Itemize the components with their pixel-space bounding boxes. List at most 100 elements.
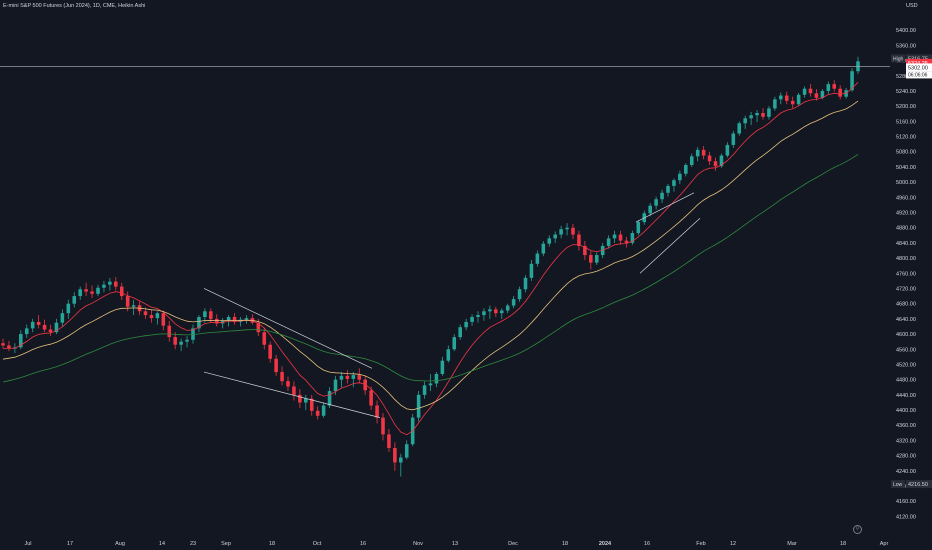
candle-body (767, 108, 771, 117)
y-tick-label: 5040.00 (896, 165, 916, 171)
x-tick-label: 16 (644, 541, 650, 547)
y-tick-label: 5240.00 (896, 89, 916, 95)
candle-body (749, 115, 753, 119)
low-marker-value: 4216.50 (908, 482, 928, 488)
high-marker-label: High (893, 56, 904, 62)
y-tick-label: 5160.00 (896, 119, 916, 125)
candle-body (672, 180, 676, 186)
candle-body (179, 341, 183, 345)
candle-body (304, 398, 308, 403)
candle-body (381, 417, 385, 435)
y-tick-label: 5200.00 (896, 104, 916, 110)
candle-body (523, 277, 528, 290)
x-tick-label: Feb (696, 541, 705, 547)
candle-body (654, 199, 658, 206)
candle-body (173, 337, 177, 345)
candle-body (737, 123, 742, 134)
candle-body (571, 227, 575, 235)
candle-body (232, 316, 237, 322)
trend-channel-line (203, 288, 373, 369)
candle-body (505, 305, 510, 311)
trend-channel-line (639, 217, 701, 274)
candle-body (416, 394, 421, 418)
candle-body (796, 94, 801, 105)
y-tick-label: 4560.00 (896, 347, 916, 353)
candle-body (363, 379, 367, 391)
y-tick-label: 4720.00 (896, 286, 916, 292)
y-tick-label: 4400.00 (896, 408, 916, 414)
x-tick-label: 18 (269, 541, 275, 547)
ma-fast-line (3, 82, 859, 436)
candle-body (529, 263, 534, 278)
y-tick-label: 4360.00 (896, 423, 916, 429)
candle-body (131, 305, 136, 307)
candle-body (256, 322, 261, 333)
candle-body (624, 240, 629, 243)
y-tick-label: 4520.00 (896, 362, 916, 368)
low-marker-bg (906, 480, 932, 489)
candle-body (713, 161, 718, 167)
candle-body (333, 379, 338, 392)
candle-body (773, 99, 777, 109)
candle-body (369, 390, 373, 406)
x-tick-label: 16 (360, 541, 366, 547)
candle-body (689, 156, 694, 166)
candle-body (695, 149, 700, 157)
candle-body (725, 144, 730, 156)
candle-body (755, 113, 759, 116)
candle-body (660, 192, 664, 200)
y-tick-label: 4440.00 (896, 393, 916, 399)
candle-body (393, 448, 397, 463)
candle-body (404, 444, 409, 458)
candle-body (387, 434, 391, 449)
x-tick-label: 23 (190, 541, 196, 547)
candle-body (422, 385, 427, 395)
x-tick-label: Oct (313, 541, 322, 547)
candle-body (701, 149, 706, 156)
candle-body (60, 313, 65, 323)
candle-body (719, 155, 724, 167)
x-tick-label: 14 (159, 541, 165, 547)
candle-body (553, 234, 557, 239)
x-tick-label: Nov (413, 541, 423, 547)
candle-body (149, 315, 154, 319)
candle-body (203, 311, 207, 317)
x-tick-label: Apr (880, 541, 889, 547)
candle-body (618, 234, 623, 241)
y-tick-label: 4160.00 (896, 499, 916, 505)
candle-body (832, 84, 837, 89)
y-tick-label: 4240.00 (896, 469, 916, 475)
settings-icon[interactable]: ⚲ (853, 525, 862, 534)
candle-body (541, 243, 546, 254)
candle-body (191, 328, 195, 340)
x-tick-label: 18 (840, 541, 846, 547)
candle-body (565, 227, 569, 230)
candle-body (743, 118, 747, 124)
high-marker-label-bg (891, 54, 905, 63)
x-tick-label: 2024 (599, 541, 612, 547)
candle-body (30, 321, 35, 329)
y-tick-label: 4480.00 (896, 378, 916, 384)
candle-body (280, 372, 284, 382)
y-tick-label: 4120.00 (896, 514, 916, 520)
candle-body (470, 316, 474, 322)
candle-body (185, 339, 189, 342)
x-tick-label: Aug (115, 541, 125, 547)
trend-channel-line (203, 371, 381, 418)
candle-body (268, 344, 272, 359)
candle-body (802, 88, 807, 95)
candle-body (494, 309, 498, 314)
candle-body (630, 233, 635, 243)
currency-label[interactable]: USD (906, 3, 918, 9)
candle-body (327, 391, 332, 406)
candle-body (339, 375, 344, 380)
close-marker-bg (906, 63, 932, 72)
candle-body (143, 311, 148, 316)
candle-body (814, 93, 819, 98)
y-tick-label: 5000.00 (896, 180, 916, 186)
candle-body (351, 375, 356, 379)
candle-body (321, 405, 326, 416)
candle-body (583, 245, 587, 256)
